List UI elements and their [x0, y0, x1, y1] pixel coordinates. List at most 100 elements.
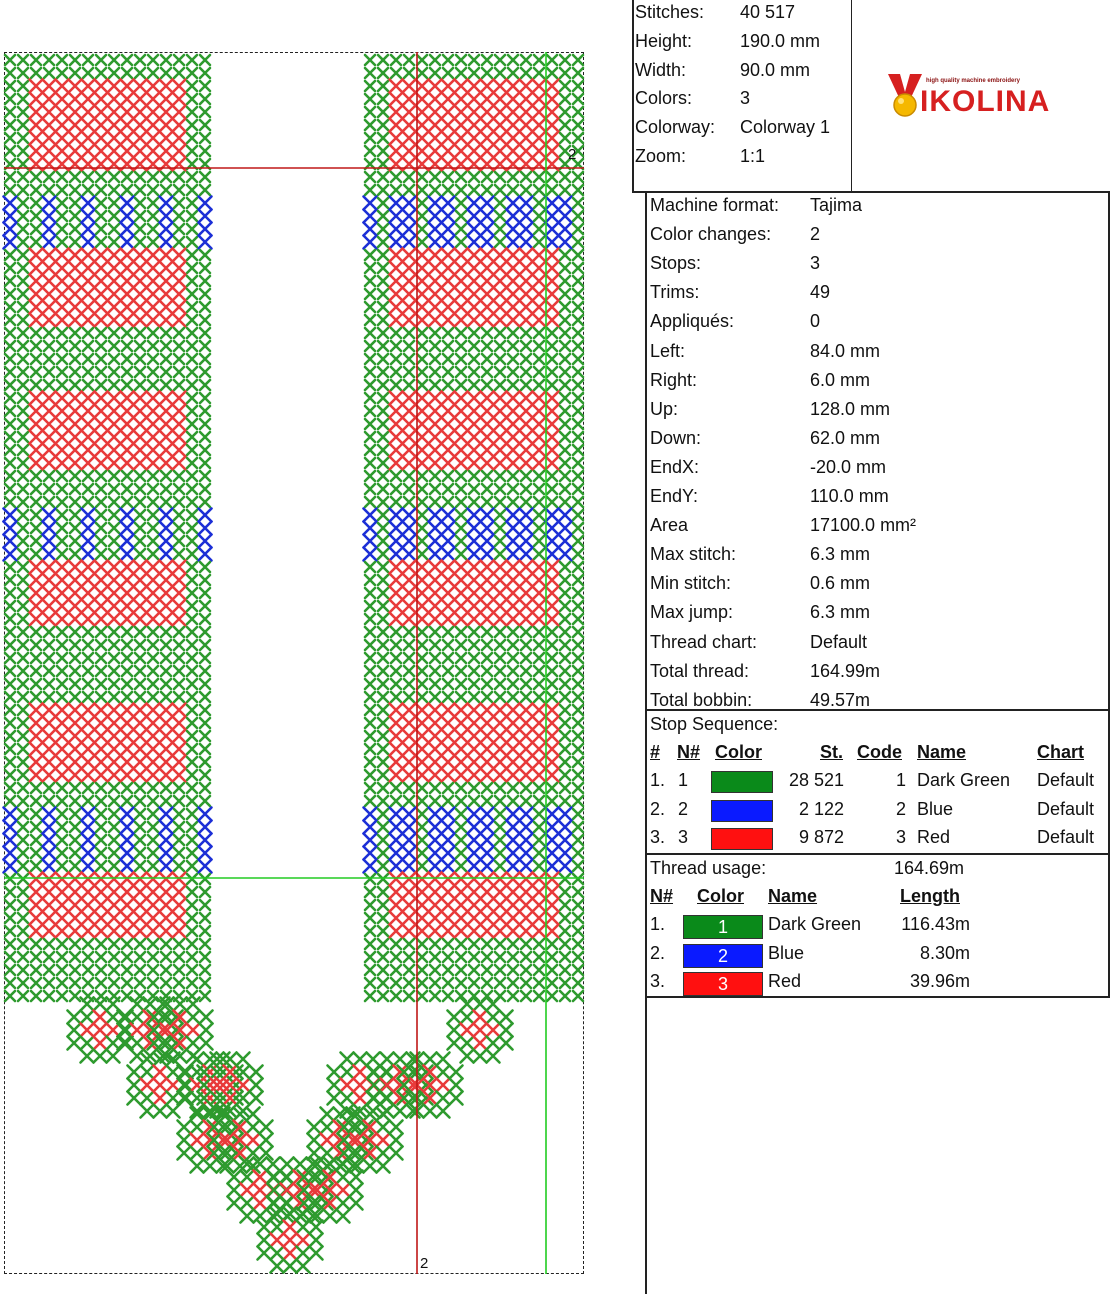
detail-label: Appliqués:: [650, 311, 735, 332]
detail-value: 164.99m: [810, 660, 881, 681]
summary-value: 90.0 mm: [740, 59, 811, 80]
detail-label: Machine format:: [650, 195, 780, 215]
stop-row-chart: Default: [1037, 770, 1095, 790]
summary-value: 40 517: [740, 2, 796, 22]
stop-row-code: 3: [895, 827, 906, 847]
detail-value: 62.0 mm: [810, 427, 881, 448]
summary-label: Stitches:: [635, 2, 705, 22]
usage-row-number: 2: [717, 945, 728, 966]
detail-value: 6.0 mm: [810, 369, 871, 390]
detail-value: 84.0 mm: [810, 340, 881, 361]
stop-row-code: 1: [895, 770, 906, 790]
col-header-color: Color: [715, 742, 762, 762]
stop-sequence-title: Stop Sequence:: [650, 714, 779, 734]
detail-value: Default: [810, 631, 868, 652]
detail-value: Tajima: [810, 195, 863, 215]
stop-row-name: Blue: [917, 798, 954, 819]
detail-label: Min stitch:: [650, 573, 732, 594]
detail-label: Total thread:: [650, 660, 750, 681]
summary-label: Zoom:: [635, 146, 687, 166]
detail-label: Stops:: [650, 253, 702, 274]
summary-value: Colorway 1: [740, 117, 831, 138]
detail-label: Left:: [650, 340, 686, 361]
detail-label: Max stitch:: [650, 544, 737, 565]
detail-label: Up:: [650, 398, 679, 419]
usage-row-name: Dark Green: [768, 914, 862, 934]
stop-row-needle: 2: [678, 798, 689, 819]
stop-row-name: Dark Green: [917, 770, 1011, 790]
col-header-chart: Chart: [1037, 742, 1085, 762]
usage-row-number: 1: [717, 917, 728, 937]
stop-row-name: Red: [917, 827, 951, 847]
logo-tagline: high quality machine embroidery: [926, 78, 1021, 84]
detail-value: 128.0 mm: [810, 398, 891, 419]
usage-header-name: Name: [768, 886, 818, 906]
embroidery-preview: [2, 52, 585, 1274]
stop-row-color-swatch: [711, 799, 773, 822]
detail-label: Trims:: [650, 282, 700, 303]
stop-row-index: 3.: [650, 827, 666, 847]
usage-row-index: 1.: [650, 914, 666, 934]
logo-text: IKOLINA: [920, 85, 1051, 118]
detail-label: Color changes:: [650, 224, 772, 245]
logo-area: high quality machine embroidery IKOLINA: [852, 0, 1110, 192]
usage-header-needle: N#: [650, 886, 674, 906]
detail-label: Total bobbin:: [650, 689, 753, 710]
stop-row-code: 2: [895, 798, 906, 819]
usage-row-number: 3: [717, 974, 728, 994]
summary-label: Height:: [635, 30, 693, 51]
usage-row-name: Red: [768, 971, 802, 991]
usage-row-index: 3.: [650, 971, 666, 991]
col-header-needle: N#: [677, 742, 701, 762]
detail-label: Down:: [650, 427, 702, 448]
summary-value: 190.0 mm: [740, 30, 821, 51]
col-header-index: #: [650, 742, 661, 762]
stop-row-needle: 3: [678, 827, 689, 847]
detail-value: 3: [810, 253, 821, 274]
summary-value: 1:1: [740, 146, 766, 166]
usage-header-length: Length: [900, 886, 960, 906]
usage-row-color-swatch: 2: [683, 943, 763, 968]
detail-label: EndX:: [650, 456, 700, 477]
stop-row-stitches: 9 872: [798, 827, 844, 847]
stop-row-needle: 1: [678, 770, 689, 790]
detail-label: Right:: [650, 369, 698, 390]
thread-usage-total: 164.69m: [894, 858, 965, 878]
summary-value: 3: [740, 88, 751, 109]
usage-row-index: 2.: [650, 942, 666, 963]
detail-label: Max jump:: [650, 602, 734, 623]
summary-label: Colorway:: [635, 117, 716, 138]
detail-value: 6.3 mm: [810, 602, 871, 623]
thread-usage-title: Thread usage:: [650, 858, 767, 878]
detail-label: Thread chart:: [650, 631, 758, 652]
detail-value: 17100.0 mm²: [810, 515, 917, 536]
guide-label-red-bottom: 2: [420, 1255, 429, 1272]
col-header-stitches: St.: [820, 742, 844, 762]
detail-label: EndY:: [650, 486, 699, 506]
detail-value: 49.57m: [810, 689, 871, 710]
detail-value: 0.6 mm: [810, 573, 871, 594]
detail-value: 6.3 mm: [810, 544, 871, 565]
guide-label-red-top: 2: [568, 146, 577, 163]
usage-row-length: 116.43m: [901, 914, 970, 934]
usage-header-color: Color: [697, 886, 744, 906]
stop-row-chart: Default: [1037, 798, 1095, 819]
usage-row-name: Blue: [768, 942, 805, 963]
usage-row-color-swatch: 1: [683, 915, 763, 939]
stop-row-chart: Default: [1037, 827, 1095, 847]
detail-value: 0: [810, 311, 821, 332]
detail-label: Area: [650, 515, 689, 536]
detail-value: 49: [810, 282, 831, 303]
stop-row-stitches: 28 521: [788, 770, 844, 790]
summary-panel: [632, 0, 852, 192]
stop-row-index: 1.: [650, 770, 666, 790]
stop-row-index: 2.: [650, 798, 666, 819]
col-header-code: Code: [857, 742, 902, 762]
stop-row-color-swatch: [711, 828, 773, 850]
usage-row-color-swatch: 3: [683, 972, 763, 996]
col-header-name: Name: [917, 742, 967, 762]
stop-row-stitches: 2 122: [798, 798, 844, 819]
stop-row-color-swatch: [711, 771, 773, 793]
summary-label: Width:: [635, 59, 687, 80]
usage-row-length: 39.96m: [909, 971, 970, 991]
